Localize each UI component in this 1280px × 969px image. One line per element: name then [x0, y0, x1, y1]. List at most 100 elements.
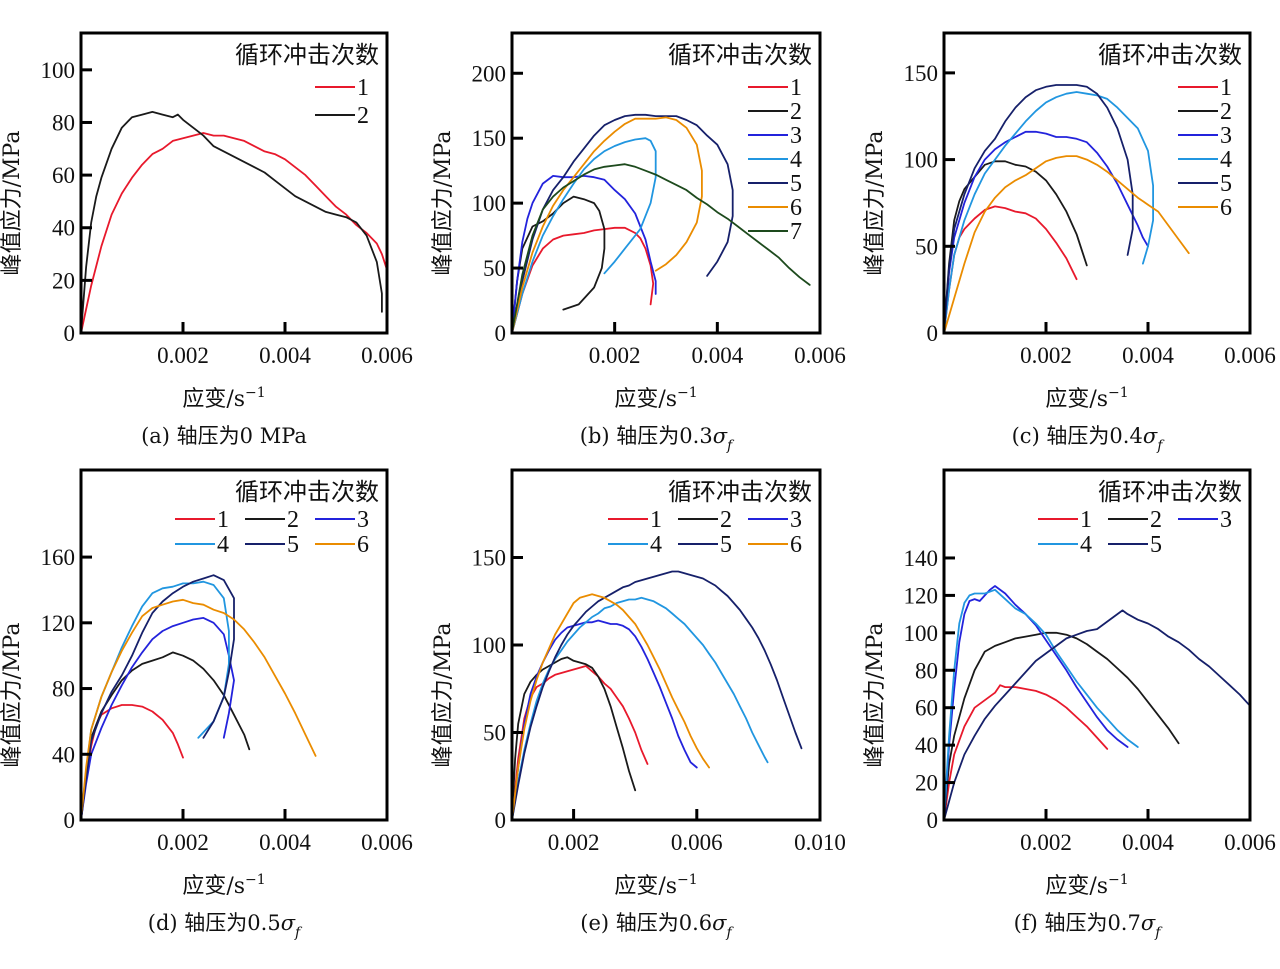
- x-axis-title-text: 应变/s: [182, 387, 245, 412]
- legend-item-5: 5: [1108, 532, 1162, 558]
- legend-item-7: 7: [748, 219, 802, 245]
- legend-item-4: 4: [608, 532, 662, 558]
- legend-label: 1: [650, 507, 662, 533]
- legend-label: 1: [217, 507, 229, 533]
- y-tick-label: 60: [52, 163, 75, 188]
- x-axis-title: 应变/s−1: [614, 872, 697, 899]
- y-tick-label: 40: [915, 733, 938, 758]
- caption-text: (e) 轴压为0.6: [580, 911, 712, 935]
- x-tick-label: 0.002: [1020, 343, 1072, 368]
- series-4-line: [943, 588, 1139, 821]
- plot-frame: [510, 31, 822, 335]
- legend-label: 3: [790, 507, 802, 533]
- x-axis-title: 应变/s−1: [182, 385, 265, 412]
- series-5-line: [943, 84, 1134, 334]
- series-1-line: [511, 665, 649, 821]
- legend-item-6: 6: [315, 532, 369, 558]
- series-5-line: [80, 574, 235, 821]
- legend-item-2: 2: [748, 99, 802, 125]
- caption-subscript: f: [726, 438, 735, 454]
- legend-item-3: 3: [1178, 507, 1232, 533]
- y-axis-title: 峰值应力/MPa: [0, 623, 25, 768]
- legend-label: 5: [287, 532, 299, 558]
- y-tick-label: 200: [472, 61, 507, 86]
- curves: [943, 84, 1190, 334]
- legend-title: 循环冲击次数: [668, 478, 812, 506]
- caption-subscript: f: [1156, 438, 1165, 454]
- legend-item-4: 4: [748, 147, 802, 173]
- y-tick-label: 60: [915, 696, 938, 721]
- legend-label: 2: [357, 103, 369, 129]
- x-axis-title-exponent: −1: [1108, 385, 1129, 401]
- y-tick-label: 100: [41, 58, 76, 83]
- y-tick-label: 120: [41, 611, 76, 636]
- y-tick-label: 80: [915, 658, 938, 683]
- legend-item-6: 6: [748, 195, 802, 221]
- legend-label: 4: [650, 532, 662, 558]
- panel-b: 0 50 100 150 200 0.002 0.004 0.006 峰值应力/MPa 应变/s−…: [431, 31, 846, 454]
- series-2-line: [943, 160, 1088, 334]
- curves: [943, 585, 1251, 821]
- x-axis-title-exponent: −1: [677, 385, 698, 401]
- caption-text: (c) 轴压为0.4: [1012, 424, 1143, 448]
- y-axis-title: 峰值应力/MPa: [431, 131, 456, 276]
- series-2-line: [511, 656, 637, 821]
- series-4-line: [80, 580, 230, 821]
- legend-title: 循环冲击次数: [1098, 478, 1242, 506]
- legend-title: 循环冲击次数: [235, 41, 379, 69]
- y-tick-label: 0: [64, 808, 76, 833]
- series-7-line: [511, 163, 811, 334]
- y-tick-label: 0: [927, 321, 939, 346]
- legend-label: 5: [790, 171, 802, 197]
- plot-frame: [79, 31, 389, 335]
- y-tick-label: 50: [915, 234, 938, 259]
- panel-caption: (c) 轴压为0.4σf: [1012, 424, 1166, 454]
- x-axis-title: 应变/s−1: [1045, 872, 1128, 899]
- legend-item-2: 2: [678, 507, 732, 533]
- legend-item-2: 2: [1178, 99, 1232, 125]
- caption-subscript: f: [294, 925, 303, 941]
- legend-label: 5: [1150, 532, 1162, 558]
- x-axis-title-exponent: −1: [245, 872, 266, 888]
- legend-label: 3: [357, 507, 369, 533]
- series-6-line: [511, 116, 703, 334]
- caption-subscript: f: [726, 925, 735, 941]
- series-2-line: [511, 195, 606, 334]
- x-tick-label: 0.002: [157, 830, 209, 855]
- x-axis-title-text: 应变/s: [182, 874, 245, 899]
- legend-label: 1: [1220, 75, 1232, 101]
- panel-caption: (a) 轴压为0 MPa: [141, 424, 307, 448]
- y-tick-label: 0: [927, 808, 939, 833]
- legend-item-1: 1: [1178, 75, 1232, 101]
- caption-text: (b) 轴压为0.3: [580, 424, 713, 448]
- series-1-line: [943, 684, 1109, 821]
- panel-c: 0 50 100 150 0.002 0.004 0.006 峰值应力/MPa 应变/s−1 (c…: [863, 31, 1276, 454]
- y-tick-label: 20: [52, 268, 75, 293]
- y-tick-label: 80: [52, 110, 75, 135]
- y-tick-label: 100: [472, 191, 507, 216]
- series-1-line: [80, 704, 184, 821]
- legend-label: 1: [357, 75, 369, 101]
- x-tick-label: 0.004: [259, 343, 311, 368]
- plot-frame: [942, 31, 1252, 335]
- y-tick-label: 40: [52, 742, 75, 767]
- series-5-line: [511, 113, 734, 334]
- series-1-line: [511, 226, 655, 334]
- legend-item-1: 1: [175, 507, 229, 533]
- legend-item-3: 3: [748, 123, 802, 149]
- x-tick-label: 0.002: [589, 343, 641, 368]
- legend-label: 2: [1220, 99, 1232, 125]
- legend-item-5: 5: [678, 532, 732, 558]
- x-tick-label: 0.006: [1224, 343, 1276, 368]
- legend-label: 2: [287, 507, 299, 533]
- x-tick-label: 0.002: [157, 343, 209, 368]
- x-tick-label: 0.004: [1122, 343, 1174, 368]
- legend-label: 6: [790, 195, 802, 221]
- legend-label: 1: [1080, 507, 1092, 533]
- y-tick-label: 120: [904, 583, 939, 608]
- y-tick-label: 150: [904, 61, 939, 86]
